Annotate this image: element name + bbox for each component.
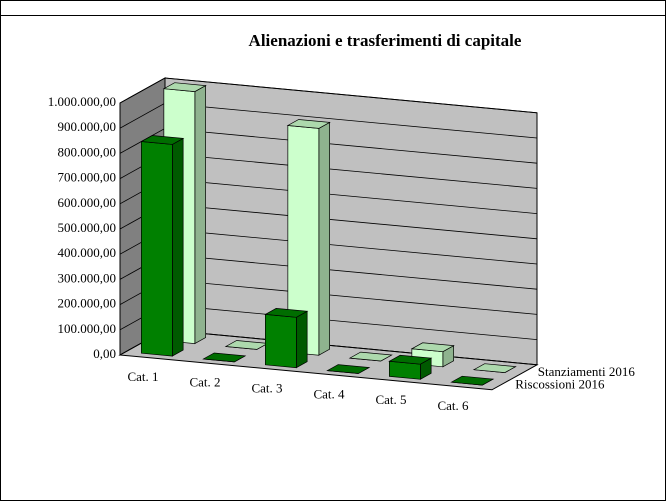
bar xyxy=(286,119,331,356)
bar xyxy=(450,375,495,386)
x-tick-label: Cat. 6 xyxy=(437,398,469,413)
legend-label: Riscossioni 2016 xyxy=(515,377,605,392)
bar-top xyxy=(450,375,495,386)
y-tick-label: 700.000,00 xyxy=(58,170,117,185)
y-tick-label: 500.000,00 xyxy=(58,220,117,235)
bar xyxy=(348,351,393,362)
bar xyxy=(388,354,433,380)
y-tick-label: 1.000.000,00 xyxy=(48,94,116,109)
bar-top xyxy=(326,364,371,374)
y-tick-label: 600.000,00 xyxy=(58,195,117,210)
legend-label: Stanziamenti 2016 xyxy=(538,364,636,379)
bar-top xyxy=(348,351,393,362)
x-tick-label: Cat. 4 xyxy=(313,386,345,401)
bar-top xyxy=(410,342,455,353)
bar xyxy=(202,352,247,363)
bar xyxy=(326,364,371,374)
x-tick-label: Cat. 2 xyxy=(189,375,220,390)
bar-top xyxy=(472,363,517,373)
bar-side xyxy=(172,137,184,357)
bar-top xyxy=(286,119,331,129)
grid-line xyxy=(119,77,538,114)
bar-top xyxy=(140,135,185,145)
bar-front xyxy=(141,141,173,357)
top-band xyxy=(1,1,665,16)
y-tick-label: 200.000,00 xyxy=(58,296,117,311)
bar-front xyxy=(265,314,297,369)
bar-top xyxy=(388,354,433,365)
bar xyxy=(472,363,517,373)
x-tick-label: Cat. 5 xyxy=(375,392,406,407)
bar-top xyxy=(162,82,207,92)
x-tick-label: Cat. 3 xyxy=(251,380,282,395)
bar xyxy=(264,308,309,369)
y-tick-label: 0,00 xyxy=(93,346,116,361)
y-tick-label: 300.000,00 xyxy=(58,270,117,285)
y-tick-label: 800.000,00 xyxy=(58,144,117,159)
bar-side xyxy=(296,310,308,369)
bar-top xyxy=(202,352,247,363)
bar-top xyxy=(264,308,309,318)
y-tick-label: 900.000,00 xyxy=(58,119,117,134)
y-tick-label: 100.000,00 xyxy=(58,321,117,336)
bar-side xyxy=(318,121,330,356)
bar-side xyxy=(194,85,206,345)
chart-title: Alienazioni e trasferimenti di capitale xyxy=(249,31,522,50)
y-tick-label: 400.000,00 xyxy=(58,245,117,260)
bar xyxy=(140,135,185,357)
x-tick-label: Cat. 1 xyxy=(127,369,158,384)
